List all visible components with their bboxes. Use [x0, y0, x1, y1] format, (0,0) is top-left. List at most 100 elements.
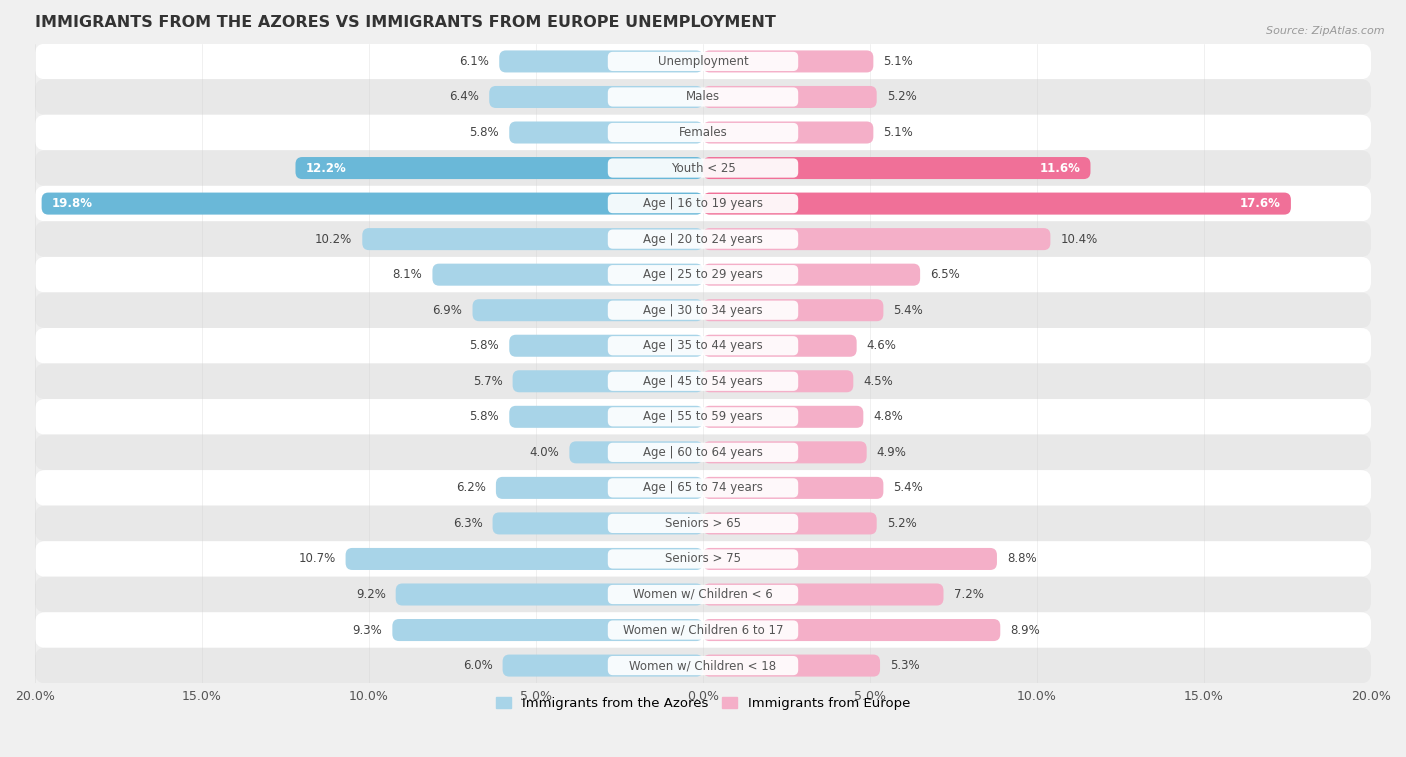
FancyBboxPatch shape — [607, 585, 799, 604]
Text: 6.9%: 6.9% — [433, 304, 463, 316]
Legend: Immigrants from the Azores, Immigrants from Europe: Immigrants from the Azores, Immigrants f… — [491, 692, 915, 715]
Text: Age | 25 to 29 years: Age | 25 to 29 years — [643, 268, 763, 281]
FancyBboxPatch shape — [35, 612, 1371, 648]
FancyBboxPatch shape — [607, 550, 799, 569]
FancyBboxPatch shape — [35, 292, 1371, 328]
FancyBboxPatch shape — [607, 656, 799, 675]
FancyBboxPatch shape — [42, 192, 703, 214]
Text: 5.3%: 5.3% — [890, 659, 920, 672]
FancyBboxPatch shape — [472, 299, 703, 321]
FancyBboxPatch shape — [703, 192, 1291, 214]
FancyBboxPatch shape — [703, 441, 866, 463]
FancyBboxPatch shape — [346, 548, 703, 570]
FancyBboxPatch shape — [509, 406, 703, 428]
FancyBboxPatch shape — [569, 441, 703, 463]
FancyBboxPatch shape — [703, 228, 1050, 250]
FancyBboxPatch shape — [363, 228, 703, 250]
Text: 8.9%: 8.9% — [1011, 624, 1040, 637]
FancyBboxPatch shape — [35, 506, 1371, 541]
FancyBboxPatch shape — [35, 541, 1371, 577]
Text: Age | 55 to 59 years: Age | 55 to 59 years — [643, 410, 763, 423]
Text: 4.9%: 4.9% — [877, 446, 907, 459]
Text: 6.3%: 6.3% — [453, 517, 482, 530]
Text: 10.4%: 10.4% — [1060, 232, 1098, 245]
FancyBboxPatch shape — [513, 370, 703, 392]
FancyBboxPatch shape — [35, 363, 1371, 399]
FancyBboxPatch shape — [489, 86, 703, 108]
FancyBboxPatch shape — [703, 157, 1091, 179]
FancyBboxPatch shape — [607, 123, 799, 142]
Text: Women w/ Children < 6: Women w/ Children < 6 — [633, 588, 773, 601]
FancyBboxPatch shape — [607, 336, 799, 355]
FancyBboxPatch shape — [703, 655, 880, 677]
FancyBboxPatch shape — [607, 87, 799, 107]
FancyBboxPatch shape — [703, 406, 863, 428]
Text: Women w/ Children 6 to 17: Women w/ Children 6 to 17 — [623, 624, 783, 637]
Text: Age | 60 to 64 years: Age | 60 to 64 years — [643, 446, 763, 459]
FancyBboxPatch shape — [295, 157, 703, 179]
Text: 10.7%: 10.7% — [298, 553, 336, 565]
FancyBboxPatch shape — [703, 548, 997, 570]
Text: 4.8%: 4.8% — [873, 410, 903, 423]
FancyBboxPatch shape — [433, 263, 703, 285]
Text: Females: Females — [679, 126, 727, 139]
Text: Age | 65 to 74 years: Age | 65 to 74 years — [643, 481, 763, 494]
Text: 6.2%: 6.2% — [456, 481, 486, 494]
FancyBboxPatch shape — [35, 185, 1371, 221]
FancyBboxPatch shape — [509, 121, 703, 144]
FancyBboxPatch shape — [703, 121, 873, 144]
FancyBboxPatch shape — [703, 263, 920, 285]
FancyBboxPatch shape — [35, 44, 1371, 79]
FancyBboxPatch shape — [703, 584, 943, 606]
Text: 8.1%: 8.1% — [392, 268, 422, 281]
FancyBboxPatch shape — [395, 584, 703, 606]
FancyBboxPatch shape — [607, 301, 799, 319]
Text: 6.1%: 6.1% — [460, 55, 489, 68]
Text: Age | 20 to 24 years: Age | 20 to 24 years — [643, 232, 763, 245]
FancyBboxPatch shape — [607, 229, 799, 249]
Text: 5.8%: 5.8% — [470, 410, 499, 423]
FancyBboxPatch shape — [607, 443, 799, 462]
Text: Age | 45 to 54 years: Age | 45 to 54 years — [643, 375, 763, 388]
FancyBboxPatch shape — [607, 51, 799, 71]
Text: Unemployment: Unemployment — [658, 55, 748, 68]
FancyBboxPatch shape — [703, 370, 853, 392]
Text: Age | 35 to 44 years: Age | 35 to 44 years — [643, 339, 763, 352]
FancyBboxPatch shape — [499, 51, 703, 73]
Text: Age | 30 to 34 years: Age | 30 to 34 years — [643, 304, 763, 316]
Text: Males: Males — [686, 91, 720, 104]
Text: 19.8%: 19.8% — [52, 197, 93, 210]
FancyBboxPatch shape — [703, 86, 877, 108]
Text: 6.0%: 6.0% — [463, 659, 492, 672]
FancyBboxPatch shape — [607, 514, 799, 533]
Text: 6.4%: 6.4% — [450, 91, 479, 104]
FancyBboxPatch shape — [607, 158, 799, 178]
FancyBboxPatch shape — [607, 194, 799, 213]
Text: 17.6%: 17.6% — [1240, 197, 1281, 210]
FancyBboxPatch shape — [607, 265, 799, 285]
Text: Seniors > 75: Seniors > 75 — [665, 553, 741, 565]
FancyBboxPatch shape — [35, 399, 1371, 435]
Text: IMMIGRANTS FROM THE AZORES VS IMMIGRANTS FROM EUROPE UNEMPLOYMENT: IMMIGRANTS FROM THE AZORES VS IMMIGRANTS… — [35, 15, 776, 30]
Text: 5.4%: 5.4% — [893, 304, 924, 316]
Text: 6.5%: 6.5% — [931, 268, 960, 281]
FancyBboxPatch shape — [392, 619, 703, 641]
Text: Women w/ Children < 18: Women w/ Children < 18 — [630, 659, 776, 672]
Text: Youth < 25: Youth < 25 — [671, 161, 735, 175]
Text: 4.6%: 4.6% — [866, 339, 897, 352]
Text: 4.0%: 4.0% — [530, 446, 560, 459]
Text: 8.8%: 8.8% — [1007, 553, 1036, 565]
FancyBboxPatch shape — [502, 655, 703, 677]
Text: 12.2%: 12.2% — [305, 161, 346, 175]
FancyBboxPatch shape — [35, 221, 1371, 257]
Text: Age | 16 to 19 years: Age | 16 to 19 years — [643, 197, 763, 210]
FancyBboxPatch shape — [496, 477, 703, 499]
FancyBboxPatch shape — [35, 648, 1371, 684]
FancyBboxPatch shape — [607, 372, 799, 391]
FancyBboxPatch shape — [35, 257, 1371, 292]
Text: 11.6%: 11.6% — [1039, 161, 1080, 175]
Text: 5.4%: 5.4% — [893, 481, 924, 494]
Text: 10.2%: 10.2% — [315, 232, 353, 245]
FancyBboxPatch shape — [703, 477, 883, 499]
FancyBboxPatch shape — [703, 512, 877, 534]
